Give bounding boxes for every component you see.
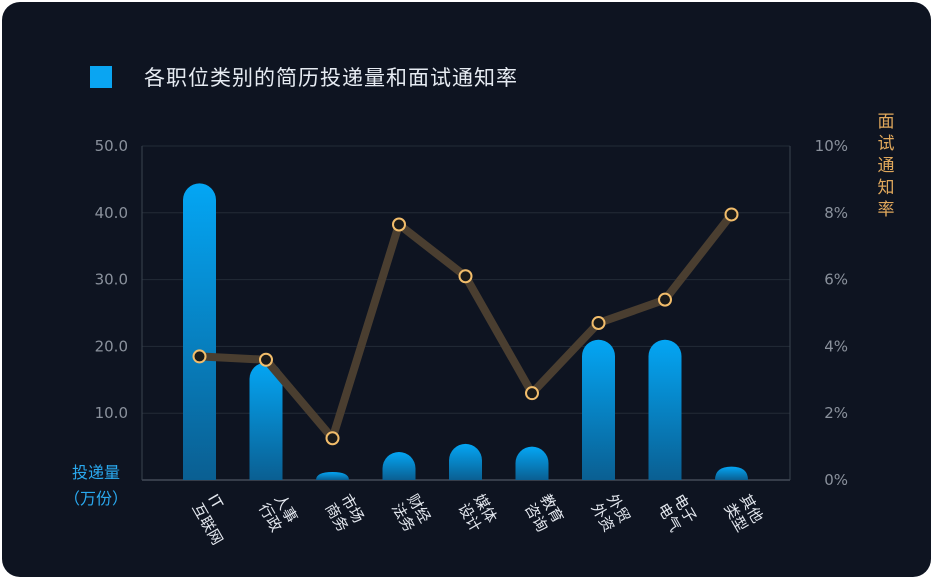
bar <box>316 471 349 480</box>
y-tick-left: 50.0 <box>95 137 128 155</box>
rate-marker <box>192 349 207 364</box>
category-label-line: 互联网 <box>188 500 226 548</box>
bar <box>382 451 416 480</box>
bar <box>582 339 615 480</box>
y-axis-right-title: 面试通知率 <box>878 112 895 220</box>
legend[interactable]: 各职位类别的简历投递量和面试通知率 <box>90 62 518 92</box>
bar <box>515 446 549 480</box>
rate-marker <box>591 316 606 331</box>
y-axis-left-title: 投递量 <box>72 463 120 482</box>
rate-marker <box>658 292 672 307</box>
y-axis-right-title-char: 试 <box>878 134 895 154</box>
rate-marker <box>724 207 739 222</box>
y-tick-left: 20.0 <box>95 337 128 355</box>
bar <box>183 183 216 480</box>
y-tick-left: 40.0 <box>95 204 128 222</box>
y-axis-right-title-char: 面 <box>878 112 895 132</box>
rate-marker <box>325 431 340 446</box>
y-tick-right: 0% <box>824 471 848 489</box>
y-axis-left-unit: （万份） <box>64 489 128 508</box>
bar <box>648 339 682 480</box>
bar <box>715 466 748 480</box>
bar <box>249 362 283 480</box>
y-tick-right: 10% <box>815 137 848 155</box>
y-axis-right-title-char: 通 <box>878 156 895 176</box>
y-tick-right: 8% <box>824 204 848 222</box>
y-axis-right-title-char: 知 <box>878 178 895 198</box>
legend-label: 各职位类别的简历投递量和面试通知率 <box>144 66 518 90</box>
y-tick-left: 10.0 <box>95 404 128 422</box>
y-tick-left: 30.0 <box>95 271 128 289</box>
y-tick-right: 2% <box>824 404 848 422</box>
y-axis-right-title-char: 率 <box>878 200 895 220</box>
rate-marker <box>259 352 273 367</box>
y-tick-right: 6% <box>824 271 848 289</box>
y-tick-right: 4% <box>824 337 848 355</box>
legend-swatch <box>90 66 112 88</box>
rate-marker <box>525 386 539 401</box>
rate-marker <box>392 217 406 232</box>
rate-marker <box>458 269 473 284</box>
bar <box>449 443 482 480</box>
